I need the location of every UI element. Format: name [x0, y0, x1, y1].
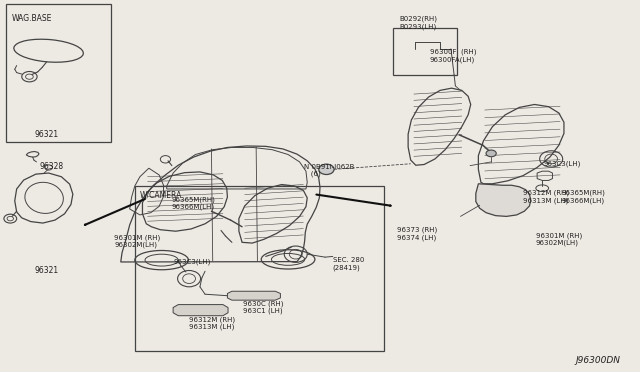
- Text: 96312M (RH)
96313M (LH): 96312M (RH) 96313M (LH): [189, 317, 236, 330]
- Bar: [135, 186, 384, 351]
- Polygon shape: [476, 184, 531, 217]
- Bar: [6, 4, 111, 141]
- Text: 96365M(RH)
96366M(LH): 96365M(RH) 96366M(LH): [561, 190, 605, 204]
- Text: N 0B91I-I062B
   (6): N 0B91I-I062B (6): [304, 164, 355, 177]
- Text: 96365M(RH)
96366M(LH): 96365M(RH) 96366M(LH): [172, 196, 216, 211]
- Text: 963C3(LH): 963C3(LH): [543, 160, 581, 167]
- Ellipse shape: [26, 74, 33, 79]
- Text: 96300F  (RH)
96300FA(LH): 96300F (RH) 96300FA(LH): [430, 49, 476, 63]
- Text: WAG.BASE: WAG.BASE: [12, 14, 52, 23]
- Text: 9630C (RH)
963C1 (LH): 9630C (RH) 963C1 (LH): [243, 300, 284, 314]
- Ellipse shape: [319, 164, 334, 174]
- Text: W/CAMERA: W/CAMERA: [140, 191, 182, 200]
- Text: 96328: 96328: [39, 162, 63, 171]
- Text: 96373 (RH)
96374 (LH): 96373 (RH) 96374 (LH): [397, 227, 437, 241]
- Text: J96300DN: J96300DN: [575, 356, 620, 365]
- Text: SEC. 280
(28419): SEC. 280 (28419): [333, 257, 364, 271]
- Ellipse shape: [7, 217, 13, 221]
- Text: 963C3(LH): 963C3(LH): [173, 258, 211, 265]
- Text: 96301M (RH)
96302M(LH): 96301M (RH) 96302M(LH): [536, 232, 582, 246]
- Text: B0292(RH)
B0293(LH): B0292(RH) B0293(LH): [400, 16, 438, 29]
- Text: 96301M (RH)
96302M(LH): 96301M (RH) 96302M(LH): [115, 234, 161, 248]
- Text: 96321: 96321: [35, 130, 59, 139]
- Ellipse shape: [486, 150, 496, 157]
- Polygon shape: [227, 291, 280, 300]
- Text: 96321: 96321: [35, 266, 59, 275]
- Bar: [394, 29, 458, 75]
- Text: 96312M (RH)
96313M (LH): 96312M (RH) 96313M (LH): [523, 190, 569, 204]
- Polygon shape: [173, 305, 228, 316]
